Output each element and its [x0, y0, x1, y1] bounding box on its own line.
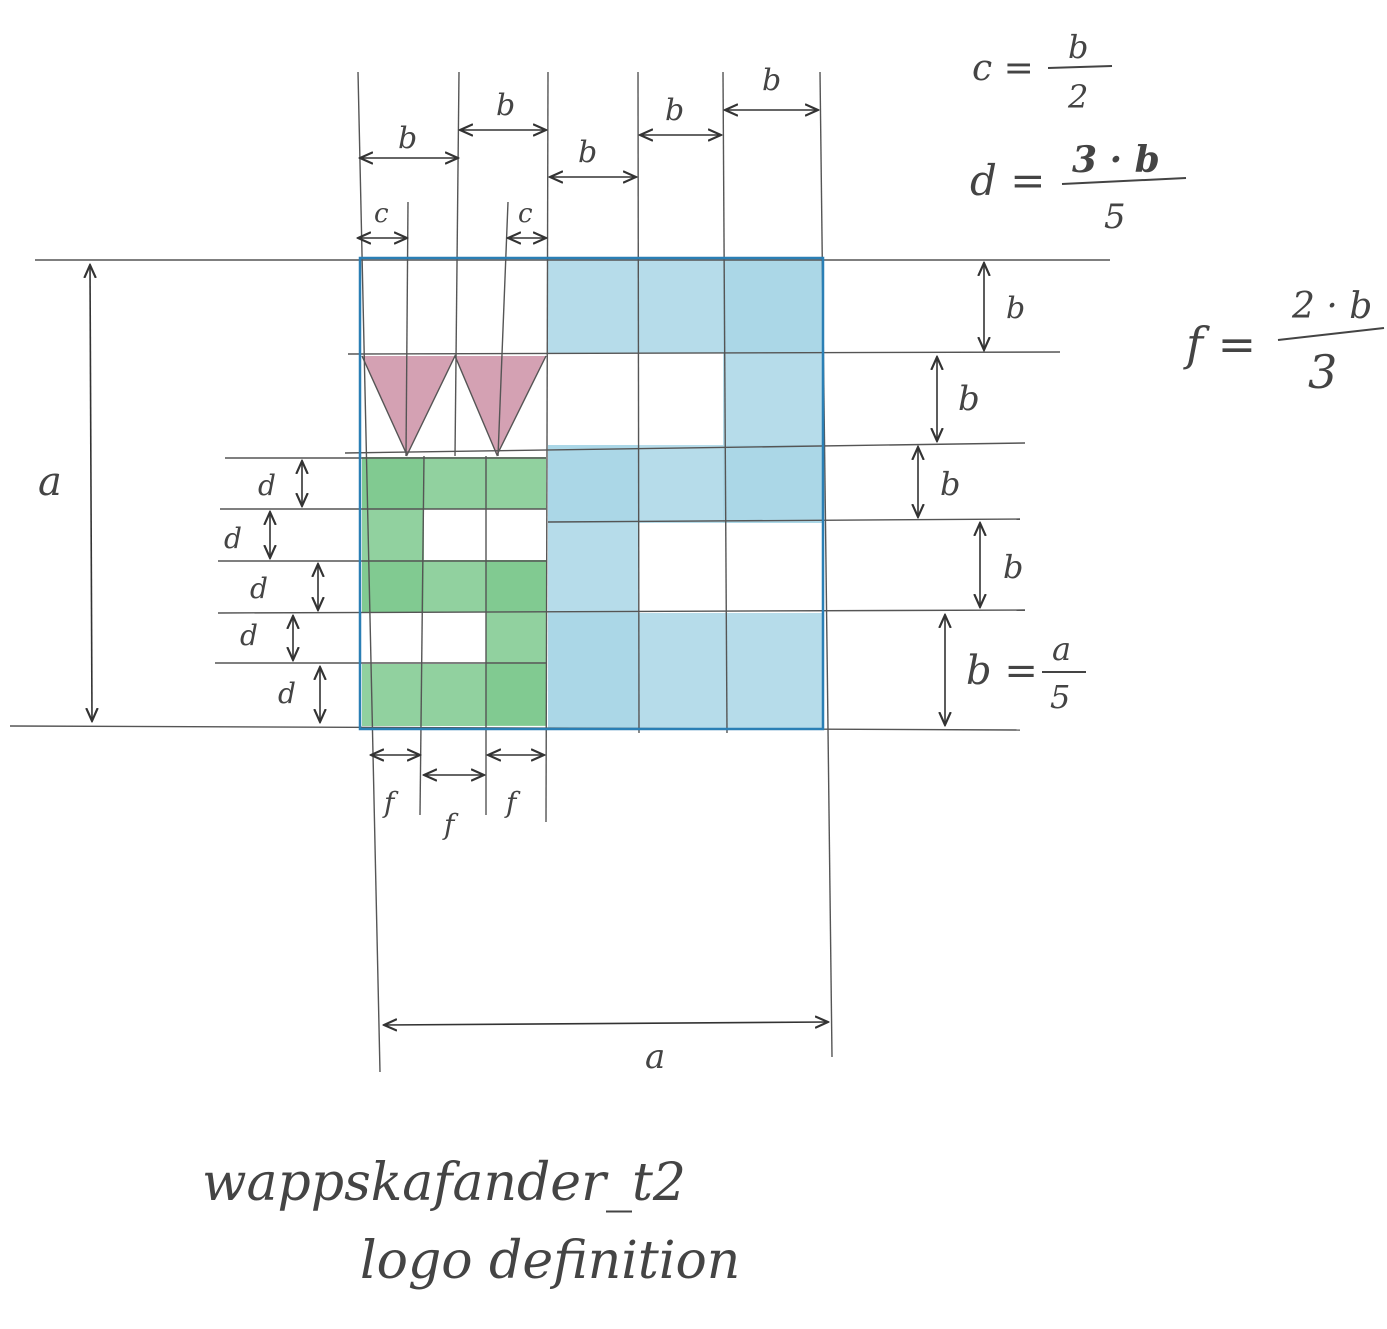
formula-c-denominator: 2: [1067, 78, 1088, 116]
label-a-bottom: a: [645, 1037, 665, 1077]
triangle-outline: [361, 354, 547, 457]
label-b-top-3: b: [578, 135, 597, 170]
formula-c-numerator: b: [1068, 28, 1088, 66]
label-d-3: d: [250, 572, 268, 605]
formula-c-bar: [1047, 65, 1113, 69]
formula-d-numerator: 3 · b: [1072, 139, 1160, 181]
label-f-1: f: [382, 786, 399, 819]
green-bottom-bar: [362, 664, 546, 726]
label-b-top-1: b: [398, 121, 417, 156]
formula-d-bar: [1061, 177, 1187, 185]
label-d-2: d: [224, 522, 242, 555]
formula-d-lhs: d =: [970, 156, 1045, 205]
label-b-top-5: b: [762, 63, 781, 98]
label-f-2: f: [442, 808, 459, 841]
formula-f: f = 2 · b 3: [1183, 286, 1385, 399]
formula-f-numerator: 2 · b: [1291, 286, 1372, 327]
green-shape: [362, 457, 546, 726]
label-f-3: f: [504, 786, 521, 819]
formula-b-denominator: 5: [1050, 678, 1070, 716]
caption-title: wappskafander_t2: [202, 1153, 686, 1213]
caption: wappskafander_t2 logo definition: [202, 1153, 740, 1291]
formula-d-denominator: 5: [1104, 197, 1126, 237]
formula-c-lhs: c =: [972, 48, 1034, 89]
horizontal-guides: [9, 259, 1110, 731]
formula-b: b = a 5: [966, 630, 1086, 716]
label-a-left: a: [38, 459, 62, 505]
formula-f-lhs: f =: [1183, 317, 1256, 371]
label-b-right-1: b: [1006, 291, 1025, 326]
pink-triangle-left: [362, 356, 455, 455]
label-b-top-2: b: [496, 88, 515, 123]
label-b-right-3: b: [940, 465, 960, 503]
label-b-top-4: b: [665, 93, 684, 128]
label-c-left: c: [374, 199, 389, 229]
label-b-right-2: b: [958, 379, 980, 419]
caption-subtitle: logo definition: [360, 1231, 740, 1291]
dimension-arrows: [90, 110, 984, 1025]
blue-shape: [548, 258, 823, 730]
label-b-right-4: b: [1003, 548, 1023, 586]
label-c-right: c: [518, 199, 533, 229]
formula-b-numerator: a: [1052, 630, 1071, 668]
formula-f-bar: [1277, 327, 1385, 341]
formula-b-lhs: b =: [966, 648, 1038, 694]
blue-bottom-bar: [548, 613, 823, 730]
label-d-1: d: [258, 469, 276, 502]
label-d-4: d: [240, 619, 258, 652]
dimension-labels: b b b b b c c a a b b b b d d d d d f f …: [38, 63, 1025, 1077]
logo-square-outline: [358, 256, 825, 731]
formula-c: c = b 2: [972, 28, 1113, 116]
formula-f-denominator: 3: [1308, 345, 1337, 399]
label-d-5: d: [278, 677, 296, 710]
formula-d: d = 3 · b 5: [970, 139, 1187, 237]
pink-triangles: [361, 354, 547, 457]
